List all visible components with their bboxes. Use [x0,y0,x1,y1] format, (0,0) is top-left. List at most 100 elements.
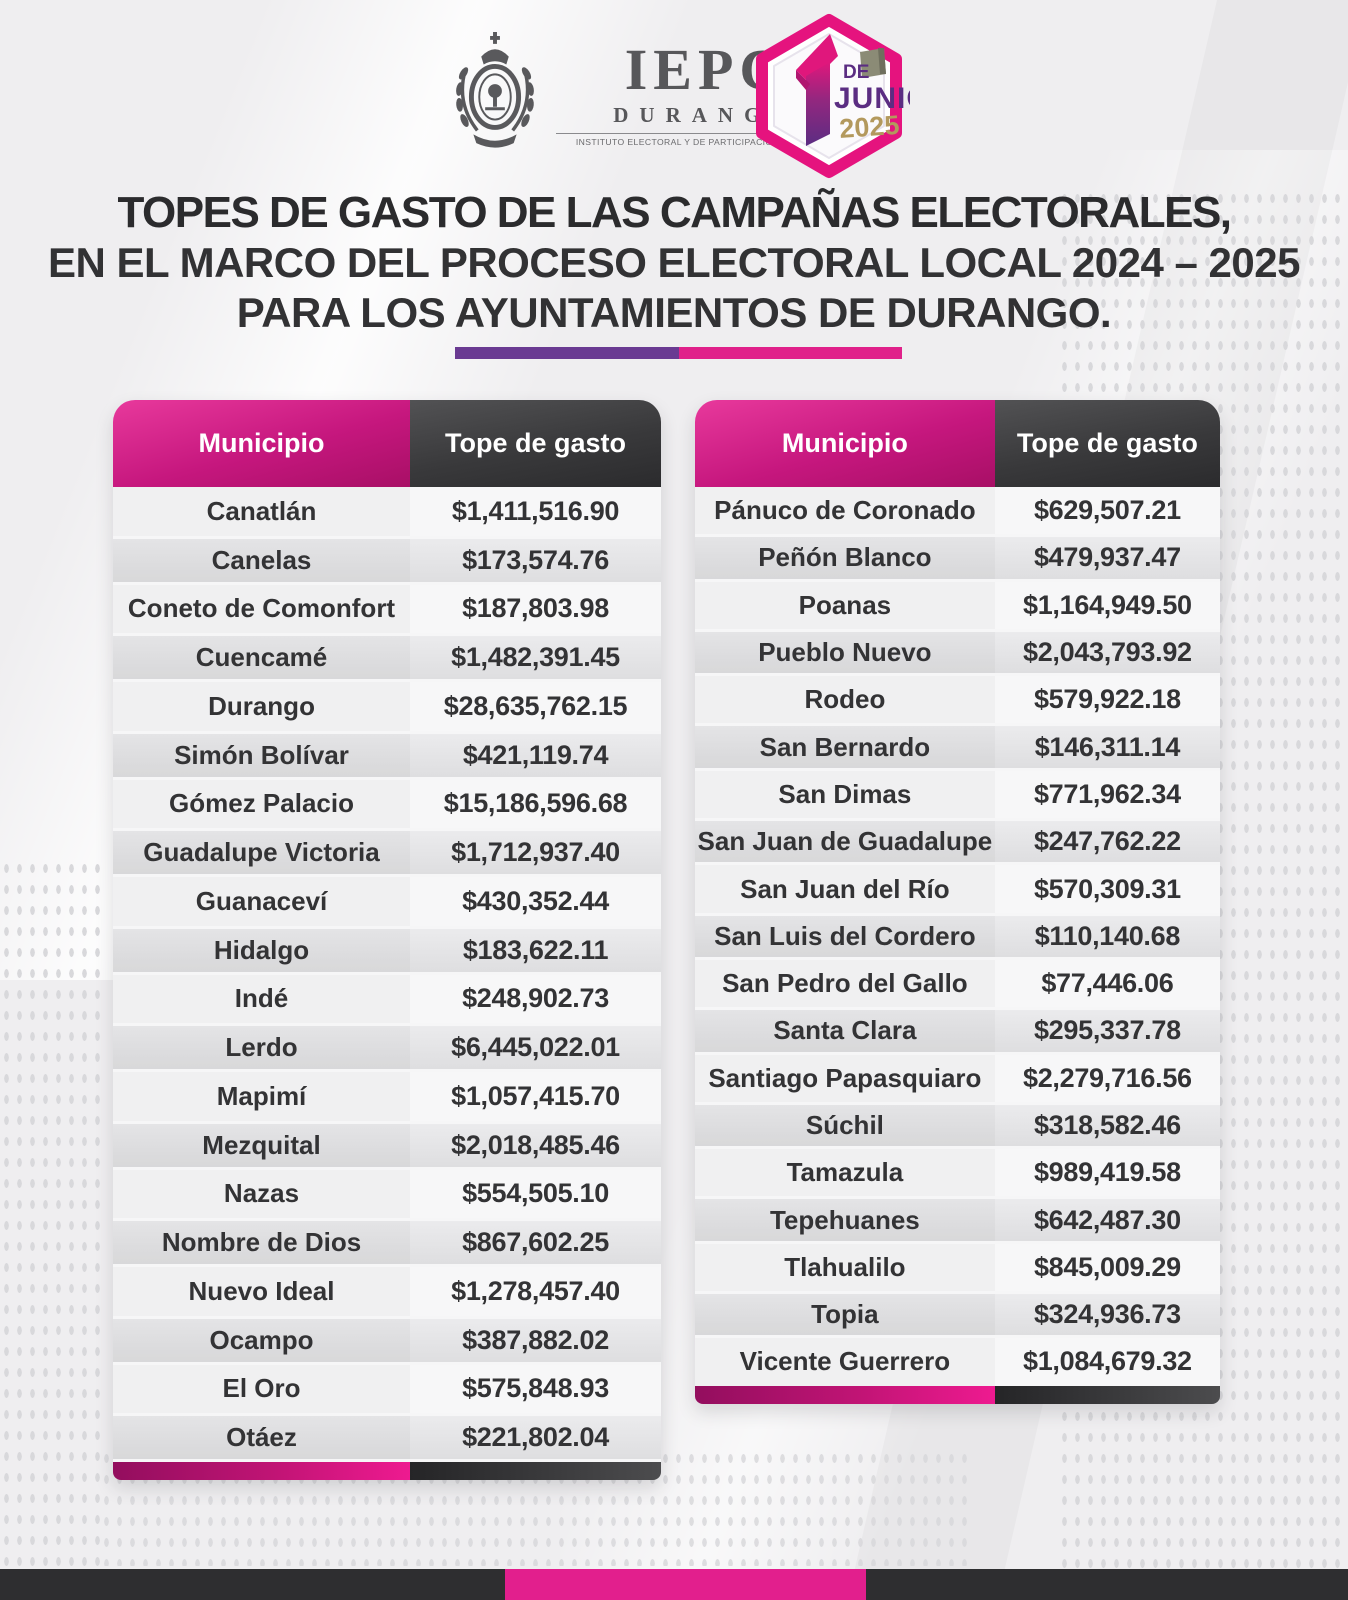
table-row: Nuevo Ideal $1,278,457.40 [113,1267,661,1316]
municipio-cell: Mapimí [113,1072,410,1121]
table-row: Indé $248,902.73 [113,974,661,1024]
municipio-cell: Santa Clara [695,1010,995,1051]
table-row: Canatlán $1,411,516.90 [113,487,661,536]
tope-cell: $1,057,415.70 [451,1080,620,1111]
tope-cell: $1,084,679.32 [1022,1346,1192,1377]
page-title: TOPES DE GASTO DE LAS CAMPAÑAS ELECTORAL… [0,188,1348,338]
tope-cell: $554,505.10 [462,1178,609,1209]
divider-pink-segment [678,347,902,359]
municipio-cell: Rodeo [695,676,995,723]
municipio-cell: Santiago Papasquiaro [695,1055,995,1102]
table-header: Municipio Tope de gasto [113,400,661,487]
municipio-cell: Coneto de Comonfort [113,585,410,634]
election-date-badge-icon: DE JUNIO 2025 [756,14,930,178]
tope-cell: $1,164,949.50 [1022,589,1192,620]
tope-cell: $867,602.25 [462,1227,609,1258]
table-row: Guadalupe Victoria $1,712,937.40 [113,828,661,877]
municipio-cell: Cuencamé [113,636,410,679]
tope-cell: $183,622.11 [462,934,609,965]
table-row: Poanas $1,164,949.50 [695,581,1220,629]
municipio-cell: Canelas [113,539,410,582]
table-footer-bar [113,1462,661,1480]
table-row: Mapimí $1,057,415.70 [113,1072,661,1121]
page-footer-bar [0,1569,1348,1600]
tope-header-label: Tope de gasto [1016,428,1198,458]
table-row: Otáez $221,802.04 [113,1413,661,1462]
tope-cell: $324,936.73 [1033,1299,1181,1330]
tope-cell: $771,962.34 [1033,778,1181,809]
municipio-cell: San Dimas [695,771,995,818]
table-row: Lerdo $6,445,022.01 [113,1023,661,1072]
table-row: Pueblo Nuevo $2,043,793.92 [695,628,1220,677]
title-divider [455,347,902,359]
table-row: San Dimas $771,962.34 [695,770,1220,819]
table-row: San Juan de Guadalupe $247,762.22 [695,818,1220,866]
table-footer-bar [695,1385,1220,1404]
table-row: Guanaceví $430,352.44 [113,877,661,926]
page-footer-pink-segment [505,1569,866,1600]
tope-cell: $146,311.14 [1034,731,1181,762]
municipio-cell: Súchil [695,1105,995,1146]
table-row: Mezquital $2,018,485.46 [113,1120,661,1170]
municipio-cell: Tlahualilo [695,1244,995,1291]
table-row: Vicente Guerrero $1,084,679.32 [695,1338,1220,1386]
iepc-crest-logo [436,30,554,163]
tope-cell: $221,802.04 [462,1422,609,1453]
municipio-header-label: Municipio [198,428,325,458]
tope-cell: $248,902.73 [462,983,609,1014]
table-row: Nazas $554,505.10 [113,1169,661,1219]
municipio-cell: Guadalupe Victoria [113,831,410,874]
table-row: San Luis del Cordero $110,140.68 [695,912,1220,960]
municipio-cell: Nuevo Ideal [113,1267,410,1316]
badge-de-label: DE [843,62,869,83]
municipio-cell: Otáez [113,1416,410,1459]
municipio-cell: Mezquital [113,1124,410,1167]
tope-cell: $1,712,937.40 [451,837,620,868]
municipio-cell: Ocampo [113,1319,410,1362]
municipio-cell: Durango [113,682,410,731]
tope-cell: $421,119.74 [462,739,609,770]
table-row: San Bernardo $146,311.14 [695,723,1220,771]
municipio-cell: Tepehuanes [695,1199,995,1240]
tope-cell: $173,574.76 [462,544,609,575]
table-body: Pánuco de Coronado $629,507.21 Peñón Bla… [695,487,1220,1386]
municipio-header-label: Municipio [781,428,908,458]
municipio-cell: Peñón Blanco [695,537,995,578]
table-row: Gómez Palacio $15,186,596.68 [113,779,661,829]
tope-cell: $187,803.98 [462,593,609,624]
table-row: Pánuco de Coronado $629,507.21 [695,487,1220,535]
municipio-cell: Poanas [695,582,995,629]
tope-cell: $318,582.46 [1033,1110,1181,1140]
municipio-cell: Pánuco de Coronado [695,487,995,534]
tope-header-cell: Tope de gasto [994,400,1220,487]
table-row: Santa Clara $295,337.78 [695,1007,1220,1055]
municipio-cell: Pueblo Nuevo [695,632,995,673]
footer-dark-segment [410,1462,661,1480]
municipio-cell: San Bernardo [695,726,995,767]
tope-cell: $28,635,762.15 [443,690,628,721]
municipio-cell: Guanaceví [113,877,410,926]
brand-acronym: IEPC [624,37,788,102]
municipio-cell: Canatlán [113,487,410,536]
tope-cell: $77,446.06 [1041,968,1174,999]
tope-cell: $570,309.31 [1033,873,1181,904]
table-row: Nombre de Dios $867,602.25 [113,1218,661,1267]
crest-icon [456,32,534,148]
table-row: San Juan del Río $570,309.31 [695,865,1220,913]
tope-cell: $6,445,022.01 [451,1032,620,1063]
title-line-3: PARA LOS AYUNTAMIENTOS DE DURANGO. [236,289,1112,336]
tope-cell: $2,279,716.56 [1022,1062,1192,1093]
tope-cell: $629,507.21 [1033,495,1181,526]
tope-cell: $1,482,391.45 [451,642,620,673]
footer-pink-segment [695,1385,995,1404]
tope-cell: $247,762.22 [1033,826,1181,857]
municipio-cell: San Juan del Río [695,865,995,912]
table-row: Tlahualilo $845,009.29 [695,1243,1220,1292]
tope-cell: $642,487.30 [1033,1204,1181,1235]
municipio-cell: Nombre de Dios [113,1221,410,1264]
table-row: Simón Bolívar $421,119.74 [113,730,661,780]
municipio-cell: Nazas [113,1170,410,1219]
badge-month-label: JUNIO [834,82,910,115]
title-line-2: EN EL MARCO DEL PROCESO ELECTORAL LOCAL … [48,239,1300,286]
ballot-icon [860,48,886,78]
